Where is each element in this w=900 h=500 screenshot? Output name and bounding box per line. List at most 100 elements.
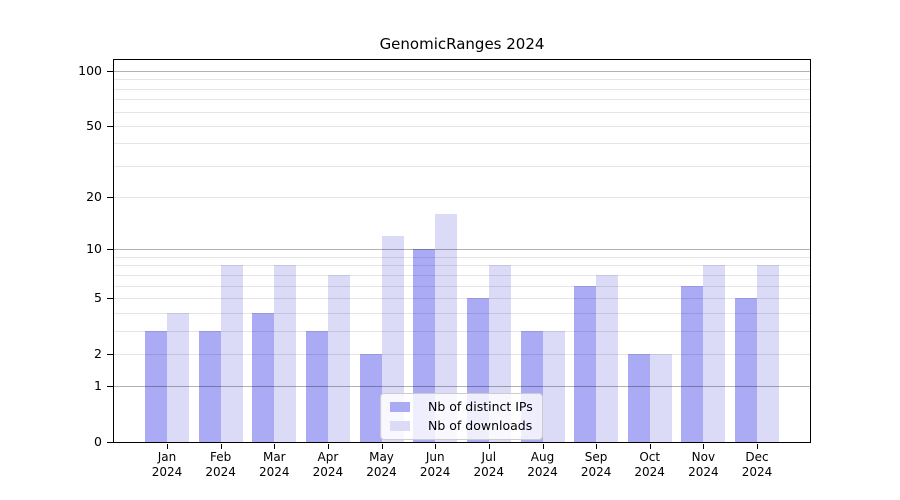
x-tick-mark bbox=[381, 444, 383, 449]
x-tick-month: Jan bbox=[157, 450, 177, 464]
y-tick-mark bbox=[107, 126, 113, 127]
y-tick-label: 5 bbox=[94, 289, 102, 305]
y-tick-label: 0 bbox=[94, 434, 102, 449]
x-tick-label: May 2024 bbox=[350, 450, 414, 480]
x-tick-mark bbox=[757, 444, 758, 449]
plot-area: Nb of distinct IPs Nb of downloads bbox=[113, 59, 811, 443]
bar-downloads bbox=[703, 265, 726, 442]
bar-downloads bbox=[596, 274, 619, 442]
x-tick-mark bbox=[220, 444, 222, 449]
x-tick-mark bbox=[488, 444, 490, 449]
y-gridline-minor bbox=[114, 285, 810, 287]
bar-distinct-ips bbox=[735, 297, 757, 442]
x-tick-mark bbox=[703, 444, 705, 449]
bar-distinct-ips bbox=[681, 285, 704, 442]
x-tick-month: Oct bbox=[639, 450, 661, 464]
chart-title: GenomicRanges 2024 bbox=[379, 35, 545, 53]
x-tick-mark bbox=[435, 444, 437, 449]
x-tick-mark bbox=[327, 444, 329, 449]
bar-distinct-ips bbox=[627, 353, 650, 442]
bar-downloads bbox=[542, 330, 565, 442]
y-gridline-minor bbox=[114, 197, 810, 199]
x-tick-label: Feb 2024 bbox=[189, 450, 253, 480]
x-tick-label: Apr 2024 bbox=[296, 450, 360, 480]
y-tick-mark bbox=[107, 197, 113, 198]
x-tick-mark bbox=[542, 444, 544, 449]
x-tick-month: Sep bbox=[584, 450, 608, 464]
bar-distinct-ips bbox=[305, 330, 328, 442]
x-tick-label: Mar 2024 bbox=[242, 450, 306, 480]
x-tick-month: Jul bbox=[481, 450, 497, 464]
x-tick-mark bbox=[596, 444, 598, 449]
x-tick-year: 2024 bbox=[259, 465, 290, 479]
bar-downloads bbox=[757, 265, 779, 442]
y-gridline-major bbox=[114, 386, 810, 388]
legend-label-downloads: Nb of downloads bbox=[428, 418, 533, 433]
y-gridline-major bbox=[114, 249, 810, 251]
x-tick-year: 2024 bbox=[473, 465, 505, 479]
y-gridline-major bbox=[114, 70, 810, 72]
y-tick-mark bbox=[107, 71, 113, 72]
x-tick-year: 2024 bbox=[205, 465, 236, 479]
x-tick-year: 2024 bbox=[580, 465, 612, 479]
y-gridline-minor bbox=[114, 79, 810, 81]
y-tick-label: 50 bbox=[86, 117, 102, 133]
x-tick-year: 2024 bbox=[527, 465, 558, 479]
x-tick-month: Dec bbox=[745, 450, 769, 464]
bar-downloads bbox=[274, 265, 297, 442]
y-tick-label: 100 bbox=[78, 62, 102, 78]
y-gridline-minor bbox=[114, 312, 810, 314]
bar-distinct-ips bbox=[145, 330, 167, 442]
y-gridline-minor bbox=[114, 274, 810, 276]
x-tick-month: Apr bbox=[317, 450, 339, 464]
bar-distinct-ips bbox=[359, 353, 382, 442]
y-tick-label: 1 bbox=[94, 378, 102, 394]
x-tick-year: 2024 bbox=[419, 465, 451, 479]
bar-downloads bbox=[220, 265, 243, 442]
bar-distinct-ips bbox=[252, 312, 275, 442]
x-tick-year: 2024 bbox=[312, 465, 344, 479]
x-tick-year: 2024 bbox=[741, 465, 773, 479]
x-tick-label: Jun 2024 bbox=[403, 450, 467, 480]
y-gridline-minor bbox=[114, 330, 810, 332]
y-gridline-minor bbox=[114, 111, 810, 113]
x-tick-month: Jun bbox=[425, 450, 445, 464]
y-tick-mark bbox=[107, 354, 113, 355]
y-gridline-minor bbox=[114, 88, 810, 90]
x-tick-year: 2024 bbox=[151, 465, 183, 479]
x-tick-mark bbox=[274, 444, 276, 449]
legend-swatch-distinct-ips bbox=[390, 401, 410, 412]
x-tick-label: Jul 2024 bbox=[457, 450, 521, 480]
y-tick-label: 10 bbox=[86, 241, 102, 257]
bar-downloads bbox=[327, 274, 350, 442]
y-tick-mark bbox=[107, 249, 113, 250]
x-tick-year: 2024 bbox=[366, 465, 397, 479]
x-tick-label: Oct 2024 bbox=[618, 450, 682, 480]
y-tick-mark bbox=[107, 386, 113, 387]
bar-distinct-ips bbox=[198, 330, 221, 442]
legend: Nb of distinct IPs Nb of downloads bbox=[380, 393, 543, 440]
y-tick-label: 2 bbox=[94, 345, 102, 361]
y-gridline-minor bbox=[114, 353, 810, 355]
x-tick-year: 2024 bbox=[688, 465, 719, 479]
bar-downloads bbox=[381, 235, 404, 442]
x-tick-label: Nov 2024 bbox=[671, 450, 735, 480]
x-tick-month: Feb bbox=[209, 450, 232, 464]
y-gridline-minor bbox=[114, 143, 810, 145]
x-tick-month: Mar bbox=[262, 450, 286, 464]
y-tick-mark bbox=[107, 298, 113, 299]
x-tick-label: Aug 2024 bbox=[511, 450, 575, 480]
legend-entry-downloads: Nb of downloads bbox=[390, 418, 533, 433]
bar-downloads bbox=[435, 214, 458, 442]
x-tick-mark bbox=[649, 444, 651, 449]
x-tick-month: May bbox=[369, 450, 394, 464]
y-gridline-minor bbox=[114, 256, 810, 258]
y-gridline-minor bbox=[114, 297, 810, 299]
x-tick-label: Jan 2024 bbox=[135, 450, 199, 480]
y-tick-mark bbox=[107, 442, 113, 443]
x-tick-mark bbox=[167, 444, 168, 449]
legend-label-distinct-ips: Nb of distinct IPs bbox=[428, 399, 533, 414]
y-gridline-minor bbox=[114, 125, 810, 127]
y-tick-label: 20 bbox=[86, 189, 102, 205]
